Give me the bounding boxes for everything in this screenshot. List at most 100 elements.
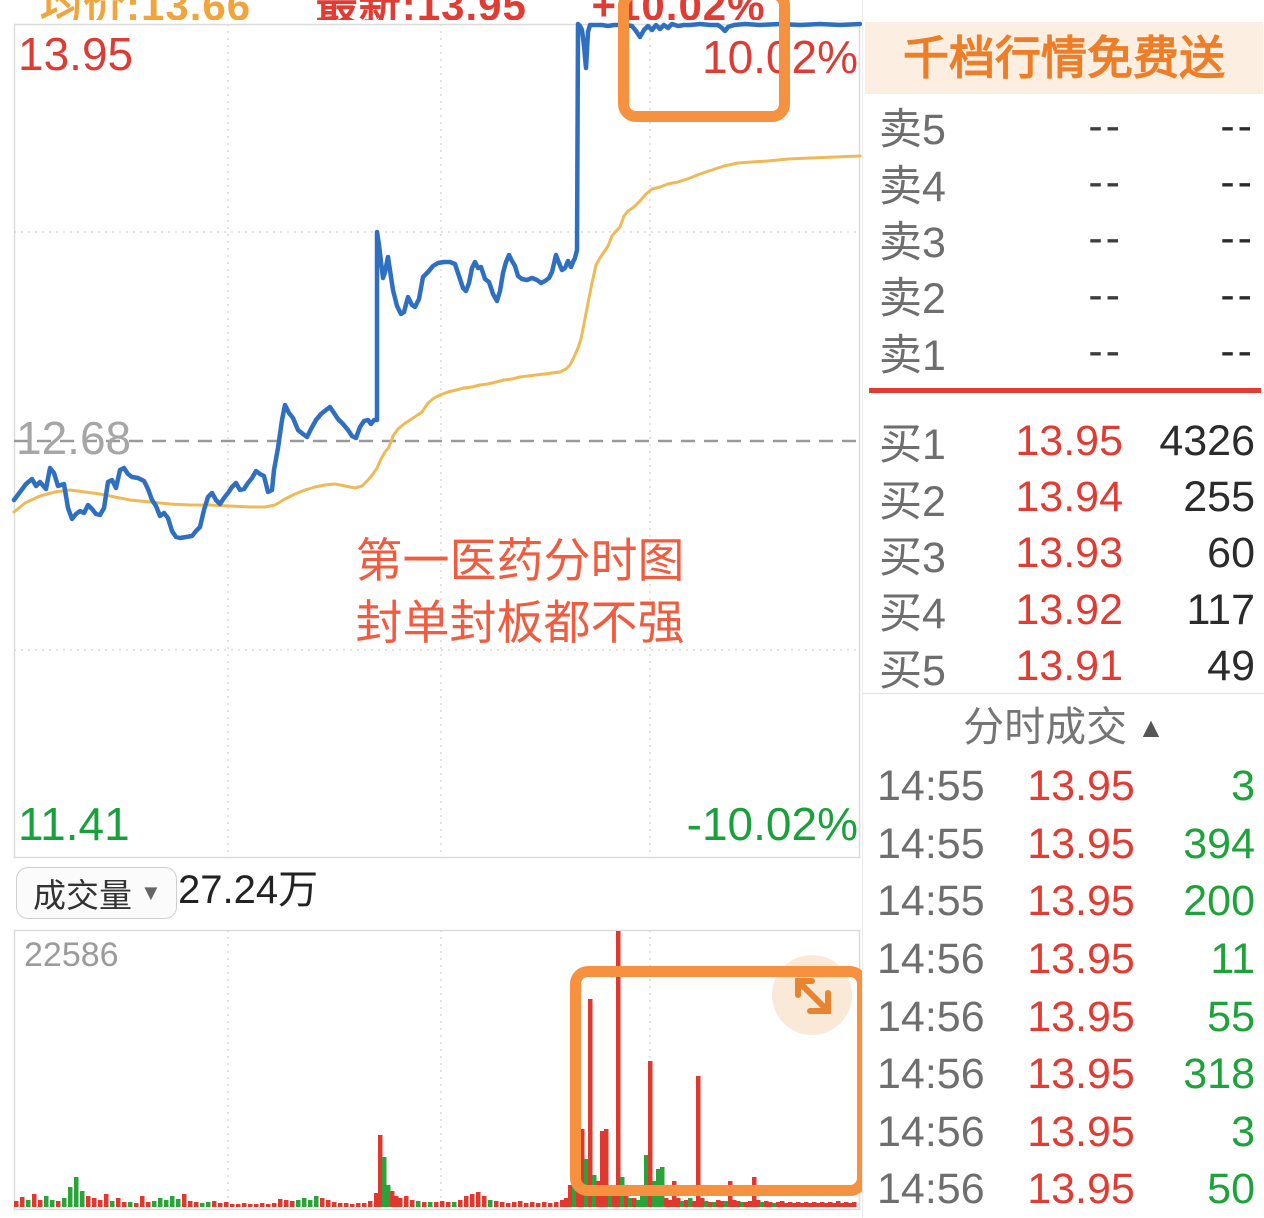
volume-bar xyxy=(398,1198,403,1207)
volume-bar xyxy=(378,1135,383,1207)
buy-level-label: 买2 xyxy=(879,477,946,526)
trade-volume: 3 xyxy=(1231,1107,1255,1156)
clipped-header-strip: 均价:13.66 最新:13.95 +10.02% xyxy=(0,0,860,20)
order-book-row[interactable]: 买5 13.91 49 xyxy=(863,639,1264,695)
trade-time: 14:55 xyxy=(877,762,985,811)
volume-bar xyxy=(382,1157,387,1207)
trade-time: 14:55 xyxy=(877,877,985,926)
trade-volume: 200 xyxy=(1183,877,1255,926)
volume-bar xyxy=(302,1198,307,1207)
volume-bar xyxy=(640,1196,645,1207)
buy-price: 13.95 xyxy=(1015,416,1123,465)
volume-bar xyxy=(374,1193,379,1207)
volume-bar xyxy=(800,1203,805,1207)
mid-price-label: 12.68 xyxy=(16,412,132,464)
trade-volume: 394 xyxy=(1183,819,1255,868)
volume-bar xyxy=(356,1203,361,1207)
volume-bar xyxy=(708,1202,713,1207)
volume-bar xyxy=(422,1202,427,1207)
volume-bar xyxy=(206,1202,211,1207)
volume-bar xyxy=(564,1198,569,1207)
trade-row[interactable]: 14:56 13.95 50 xyxy=(863,1161,1264,1218)
volume-bar xyxy=(620,1177,625,1207)
trade-row[interactable]: 14:56 13.95 55 xyxy=(863,988,1264,1046)
volume-bar xyxy=(656,1169,661,1207)
order-book-row[interactable]: 买1 13.95 4326 xyxy=(863,413,1264,470)
volume-bar xyxy=(764,1201,769,1207)
volume-bar xyxy=(224,1202,229,1207)
trade-row[interactable]: 14:56 13.95 318 xyxy=(863,1046,1264,1104)
trade-price: 13.95 xyxy=(1027,1107,1135,1156)
volume-bar xyxy=(632,1198,637,1207)
volume-bar xyxy=(470,1194,475,1207)
volume-bar xyxy=(188,1201,193,1207)
trade-row[interactable]: 14:55 13.95 3 xyxy=(863,758,1264,816)
volume-bar xyxy=(796,1202,801,1207)
volume-bar xyxy=(788,1202,793,1207)
volume-bar xyxy=(808,1203,813,1207)
volume-bar xyxy=(500,1202,505,1207)
volume-bar xyxy=(740,1202,745,1207)
volume-bar xyxy=(20,1197,25,1207)
order-book-row[interactable]: 卖4 -- -- xyxy=(863,154,1264,211)
sell-volume: -- xyxy=(1220,270,1255,319)
trade-volume: 55 xyxy=(1207,992,1255,1041)
volume-bar xyxy=(488,1200,493,1207)
volume-bar xyxy=(242,1203,247,1207)
sell-price: -- xyxy=(1088,214,1123,263)
trade-volume: 318 xyxy=(1183,1050,1255,1099)
buy-price: 13.93 xyxy=(1015,529,1123,578)
trade-time: 14:56 xyxy=(877,1050,985,1099)
buy-volume: 49 xyxy=(1207,642,1255,691)
volume-bar xyxy=(518,1201,523,1207)
trades-header[interactable]: 分时成交 ▲ xyxy=(863,702,1264,752)
volume-bar xyxy=(828,1202,833,1207)
buy-price: 13.94 xyxy=(1015,473,1123,522)
volume-bar xyxy=(44,1196,49,1207)
volume-bar xyxy=(200,1203,205,1207)
volume-bar xyxy=(326,1200,331,1207)
volume-bar xyxy=(660,1167,665,1207)
order-book-row[interactable]: 买2 13.94 255 xyxy=(863,469,1264,526)
trade-row[interactable]: 14:56 13.95 11 xyxy=(863,931,1264,989)
sell-level-label: 卖3 xyxy=(879,218,946,267)
volume-bar xyxy=(506,1203,511,1207)
volume-bar xyxy=(338,1203,343,1207)
volume-bar xyxy=(768,1202,773,1207)
sell-price: -- xyxy=(1088,270,1123,319)
expand-icon[interactable] xyxy=(772,955,852,1035)
trade-row[interactable]: 14:55 13.95 394 xyxy=(863,816,1264,874)
volume-indicator-dropdown[interactable]: 成交量 ▼ xyxy=(16,867,177,919)
volume-bar xyxy=(584,1159,589,1207)
order-book-row[interactable]: 卖5 -- -- xyxy=(863,98,1264,155)
trade-row[interactable]: 14:56 13.95 3 xyxy=(863,1104,1264,1162)
volume-bar xyxy=(668,1200,673,1207)
order-book-row[interactable]: 买3 13.93 60 xyxy=(863,526,1264,582)
volume-bar xyxy=(116,1198,121,1207)
volume-bar xyxy=(832,1203,837,1207)
order-book-row[interactable]: 卖3 -- -- xyxy=(863,211,1264,267)
volume-bar xyxy=(554,1202,559,1207)
volume-bar xyxy=(56,1201,61,1207)
order-book-row[interactable]: 卖1 -- -- xyxy=(863,324,1264,380)
order-book-row[interactable]: 卖2 -- -- xyxy=(863,267,1264,324)
volume-bar xyxy=(482,1196,487,1207)
volume-bar xyxy=(700,1198,705,1207)
volume-bar xyxy=(98,1200,103,1207)
volume-bar xyxy=(692,1201,697,1207)
volume-bar xyxy=(464,1196,469,1207)
buy-volume: 255 xyxy=(1183,473,1255,522)
order-book-row[interactable]: 买4 13.92 117 xyxy=(863,582,1264,639)
volume-bar xyxy=(314,1196,319,1207)
volume-bar xyxy=(604,1129,609,1207)
volume-bar xyxy=(592,1175,597,1207)
volume-bar xyxy=(140,1196,145,1207)
volume-bar xyxy=(624,1196,629,1207)
volume-bar xyxy=(128,1202,133,1207)
trade-row[interactable]: 14:55 13.95 200 xyxy=(863,873,1264,931)
volume-bar xyxy=(536,1203,541,1207)
volume-bar xyxy=(410,1200,415,1207)
promo-banner[interactable]: 千档行情免费送 xyxy=(865,22,1263,94)
buy-volume: 4326 xyxy=(1159,416,1255,465)
high-price-label: 13.95 xyxy=(18,28,134,80)
